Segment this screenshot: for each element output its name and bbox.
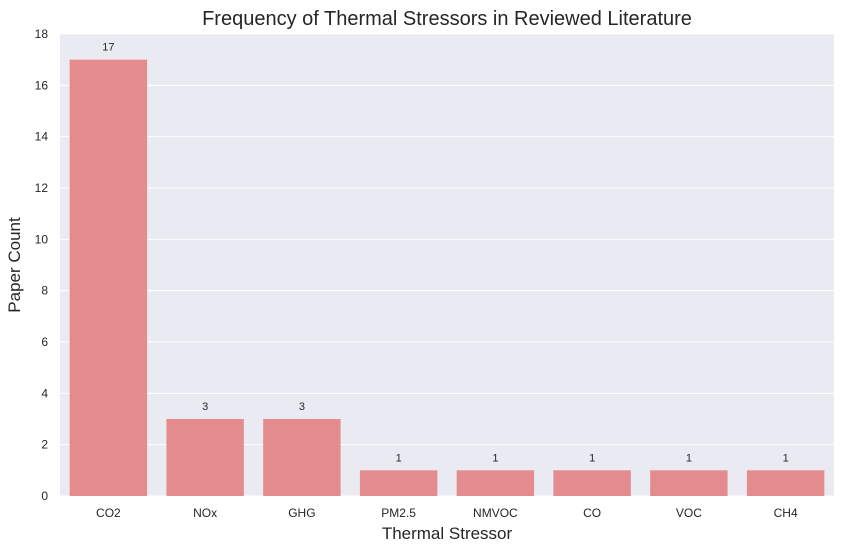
bar-nox <box>166 419 244 496</box>
x-axis-label: Thermal Stressor <box>382 524 513 543</box>
x-tick-label: CO2 <box>96 506 121 520</box>
bar-value-label: 3 <box>202 401 208 413</box>
bar-value-label: 1 <box>492 452 498 464</box>
bar-value-label: 1 <box>686 452 692 464</box>
x-tick-label: GHG <box>288 506 315 520</box>
grid-lines <box>60 33 834 497</box>
y-tick-label: 2 <box>41 438 48 452</box>
x-tick-label: NOx <box>193 506 217 520</box>
bar-co <box>553 470 631 496</box>
x-tick-label: PM2.5 <box>381 506 416 520</box>
y-tick-label: 14 <box>35 130 49 144</box>
y-tick-label: 8 <box>41 284 48 298</box>
bar-value-label: 1 <box>589 452 595 464</box>
x-axis-ticks: CO2 NOx GHG PM2.5 NMVOC CO VOC CH4 <box>96 506 798 520</box>
bar-voc <box>650 470 728 496</box>
x-tick-label: NMVOC <box>473 506 518 520</box>
bar-ghg <box>263 419 341 496</box>
bar-value-label: 17 <box>102 42 114 54</box>
bar-value-label: 1 <box>783 452 789 464</box>
bars <box>69 59 825 497</box>
x-tick-label: VOC <box>676 506 702 520</box>
x-tick-label: CO <box>583 506 601 520</box>
y-tick-label: 6 <box>41 335 48 349</box>
y-tick-label: 18 <box>35 27 49 41</box>
bar-value-label: 3 <box>299 401 305 413</box>
y-tick-label: 10 <box>35 232 49 246</box>
bar-ch4 <box>746 470 825 496</box>
x-tick-label: CH4 <box>774 506 798 520</box>
bar-value-label: 1 <box>396 452 402 464</box>
y-tick-label: 16 <box>35 78 49 92</box>
y-tick-label: 12 <box>35 181 49 195</box>
y-tick-label: 4 <box>41 386 48 400</box>
data-labels: 17 3 3 1 1 1 1 1 <box>102 42 788 465</box>
y-axis-ticks: 0 2 4 6 8 10 12 14 16 18 <box>35 27 49 503</box>
y-tick-label: 0 <box>41 489 48 503</box>
y-axis-label: Paper Count <box>5 217 24 313</box>
bar-pm2-5 <box>359 470 438 496</box>
bar-nmvoc <box>456 470 535 496</box>
chart-title: Frequency of Thermal Stressors in Review… <box>202 8 692 30</box>
bar-co2 <box>69 59 148 497</box>
